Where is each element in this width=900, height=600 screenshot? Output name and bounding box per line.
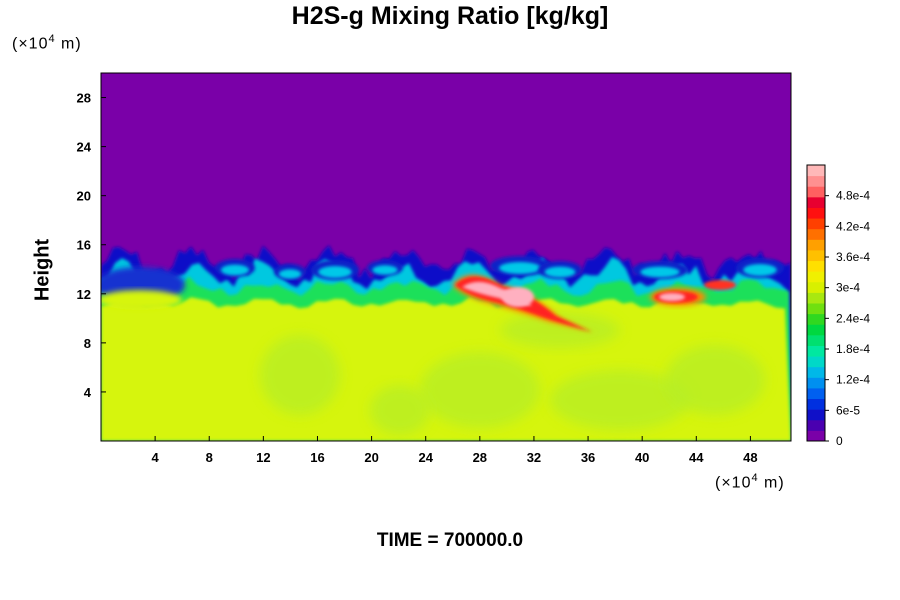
y-tick-label: 12 xyxy=(77,287,91,302)
colorbar: 0 6e-5 1.2e-4 1.8e-4 2.4e-4 3e-4 3.6e-4 4.2e-4 4… xyxy=(806,164,870,448)
colorbar-segment xyxy=(807,196,825,208)
colorbar-label: 3.6e-4 xyxy=(836,250,870,264)
convective-cell-inner xyxy=(640,266,680,278)
convective-cell-inner xyxy=(743,264,777,276)
lower-layer-patch xyxy=(665,345,765,415)
y-axis-ticks: 4 8 12 16 20 24 28 xyxy=(77,91,106,400)
lower-layer-patch xyxy=(550,370,690,430)
y-tick-label: 8 xyxy=(84,336,91,351)
mixing-ratio-field xyxy=(101,73,791,441)
colorbar-segment xyxy=(807,334,825,346)
y-tick-label: 4 xyxy=(84,385,92,400)
x-tick-label: 8 xyxy=(206,450,213,465)
convective-cell-inner xyxy=(499,262,541,274)
convective-cell-inner xyxy=(372,265,398,275)
colorbar-frame xyxy=(806,164,826,442)
colorbar-segment xyxy=(807,228,825,240)
convective-cell-inner xyxy=(544,266,576,278)
colorbar-segment xyxy=(807,186,825,198)
colorbar-segment xyxy=(807,175,825,187)
x-tick-label: 44 xyxy=(689,450,704,465)
y-tick-label: 28 xyxy=(77,91,91,106)
x-tick-label: 12 xyxy=(256,450,270,465)
colorbar-segment xyxy=(807,324,825,336)
y-tick-label: 24 xyxy=(77,140,92,155)
x-tick-label: 36 xyxy=(581,450,595,465)
y-tick-label: 16 xyxy=(77,238,91,253)
convective-cell-inner xyxy=(221,264,249,276)
colorbar-segment xyxy=(807,165,825,177)
colorbar-label: 4.8e-4 xyxy=(836,189,870,203)
time-label: TIME = 700000.0 xyxy=(376,530,524,551)
colorbar-segment xyxy=(807,356,825,368)
colorbar-segment xyxy=(807,207,825,219)
x-tick-label: 32 xyxy=(527,450,541,465)
lower-layer-patch xyxy=(500,312,620,348)
x-tick-label: 20 xyxy=(364,450,378,465)
colorbar-segment xyxy=(807,292,825,304)
colorbar-segment xyxy=(807,398,825,410)
x-tick-label: 40 xyxy=(635,450,649,465)
x-tick-label: 28 xyxy=(473,450,487,465)
colorbar-label: 3e-4 xyxy=(836,281,860,295)
colorbar-label: 0 xyxy=(836,434,843,448)
colorbar-label: 6e-5 xyxy=(836,403,860,417)
y-tick-label: 20 xyxy=(77,189,91,204)
colorbar-segment xyxy=(807,377,825,389)
plot-frame xyxy=(100,72,792,442)
colorbar-segment xyxy=(807,239,825,251)
left-mound-base xyxy=(101,290,182,310)
colorbar-segment xyxy=(807,366,825,378)
small-red-cell xyxy=(704,280,736,290)
x-tick-label: 24 xyxy=(418,450,433,465)
y-axis-unit: (×104 m) xyxy=(12,33,82,53)
colorbar-label: 4.2e-4 xyxy=(836,219,870,233)
colorbar-segment xyxy=(807,260,825,272)
secondary-plume-core xyxy=(659,293,685,301)
lower-layer-patch xyxy=(420,352,540,428)
colorbar-segment xyxy=(807,345,825,357)
colorbar-segment xyxy=(807,249,825,262)
colorbar-segment xyxy=(807,281,825,293)
x-axis-unit: (×104 m) xyxy=(715,472,785,492)
colorbar-segment xyxy=(807,271,825,283)
colorbar-segment xyxy=(807,303,825,315)
x-axis-ticks: 4 8 12 16 20 24 28 32 36 40 44 48 xyxy=(152,436,758,465)
colorbar-segment xyxy=(807,313,825,325)
x-tick-label: 16 xyxy=(310,450,324,465)
colorbar-segment xyxy=(807,409,825,421)
x-tick-label: 4 xyxy=(152,450,160,465)
chart-title: H2S-g Mixing Ratio [kg/kg] xyxy=(291,2,609,30)
colorbar-label: 1.2e-4 xyxy=(836,373,870,387)
lower-layer-patch xyxy=(260,335,340,415)
convective-cell-inner xyxy=(278,269,302,279)
convective-cell-inner xyxy=(318,266,352,278)
colorbar-segment xyxy=(807,218,825,230)
colorbar-label: 2.4e-4 xyxy=(836,311,870,325)
colorbar-segment xyxy=(807,419,825,431)
lower-layer-patch xyxy=(370,385,430,435)
colorbar-label: 1.8e-4 xyxy=(836,342,870,356)
x-tick-label: 48 xyxy=(743,450,757,465)
plume-core-blob xyxy=(502,287,534,307)
colorbar-segment xyxy=(807,387,825,400)
colorbar-segment xyxy=(807,430,825,442)
